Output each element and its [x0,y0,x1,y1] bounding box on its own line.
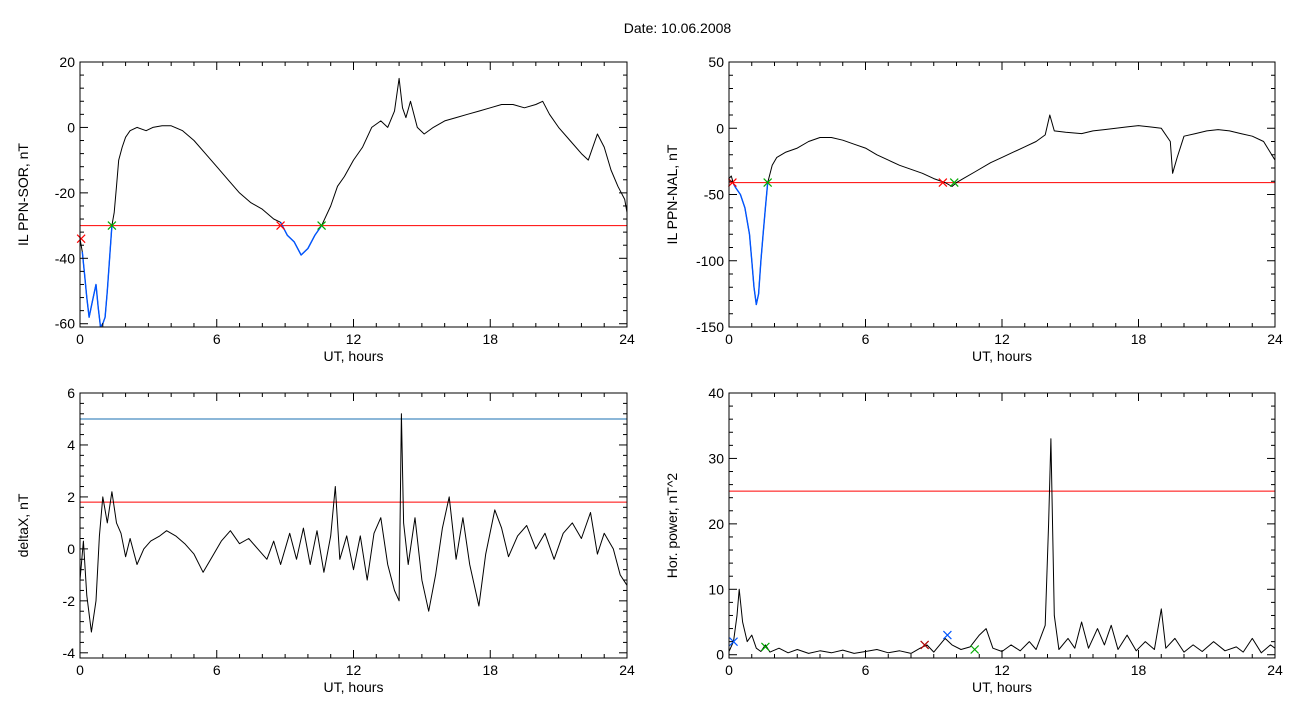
y-tick-label: 30 [708,450,724,466]
cross-marker [763,178,773,187]
x-tick-label: 0 [725,662,733,678]
y-tick-label: 0 [67,541,75,557]
cross-marker-stroke [970,645,980,654]
cross-marker [727,178,737,187]
cross-marker [107,221,117,231]
plot-frame [728,392,1276,659]
cross-marker [276,221,285,231]
cross-marker-stroke [942,630,952,640]
x-axis-label: UT, hours [972,679,1032,695]
x-tick-label: 6 [862,331,870,347]
y-tick-label: -50 [704,187,724,203]
x-tick-label: 0 [76,662,84,678]
x-tick-label: 24 [619,662,635,678]
cross-marker-stroke [729,637,738,647]
x-axis-label: UT, hours [324,348,384,364]
x-axis-label: UT, hours [972,348,1032,364]
chart-panel-bottom-right: 0 6 12 18 24 0 10 20 30 40 UT, hours Hor. power, nT… [664,385,1283,695]
y-tick-label: 2 [67,489,75,505]
y-tick-label: -2 [63,593,76,609]
x-tick-label: 24 [619,331,635,347]
x-tick-label: 24 [1267,331,1283,347]
y-tick-label: 0 [67,119,75,135]
y-tick-label: -60 [55,316,75,332]
y-tick-label: 0 [716,120,724,136]
x-tick-label: 6 [213,331,221,347]
plot-frame [79,392,628,659]
y-tick-label: 40 [708,385,724,401]
y-axis-label: IL PPN-SOR, nT [15,143,31,246]
cross-marker [317,221,327,231]
x-tick-label: 6 [213,662,221,678]
x-tick-label: 24 [1267,662,1283,678]
y-tick-label: 20 [708,516,724,532]
x-tick-label: 0 [76,331,84,347]
x-tick-label: 12 [346,662,362,678]
y-tick-label: -40 [55,250,75,266]
y-tick-label: 4 [67,437,75,453]
x-tick-label: 18 [482,331,498,347]
data-series-line [80,413,627,633]
y-axis-label: Hor. power, nT^2 [664,473,680,579]
cross-marker-stroke [760,642,770,652]
cross-marker-stroke [107,221,117,231]
x-axis-label: UT, hours [324,679,384,695]
x-tick-label: 0 [725,331,733,347]
y-tick-label: -4 [63,645,76,661]
y-tick-label: -20 [55,185,75,201]
y-tick-label: -100 [696,253,724,269]
y-axis-label: IL PPN-NAL, nT [664,144,680,244]
plot-frame [728,61,1276,328]
highlight-series-line [732,182,769,306]
cross-marker-stroke [76,234,86,244]
y-tick-label: 0 [716,647,724,663]
x-tick-label: 12 [346,331,362,347]
data-series-line [729,114,1275,305]
cross-marker-stroke [317,221,327,231]
cross-marker [760,642,770,652]
data-series-line [80,77,627,327]
chart-panel-top-left: 0 6 12 18 24 -60 -40 -20 0 20 UT, hours IL PPN-SOR,… [15,54,635,364]
cross-marker [729,637,738,647]
cross-marker-stroke [727,178,737,187]
cross-marker-stroke [276,221,285,231]
highlight-series-line [81,225,113,327]
x-tick-label: 18 [482,662,498,678]
cross-marker-stroke [763,178,773,187]
data-series-line [729,438,1275,654]
y-tick-label: 50 [708,54,724,70]
cross-marker [970,645,980,654]
y-tick-label: 20 [59,54,75,70]
cross-marker [76,234,86,244]
y-tick-label: 6 [67,385,75,401]
cross-marker-stroke [949,178,959,187]
cross-marker-stroke [938,178,948,187]
chart-panel-top-right: 0 6 12 18 24 -150 -100 -50 0 50 UT, hours IL PPN-NA… [664,54,1283,364]
cross-marker [949,178,959,187]
cross-marker-stroke [920,640,930,650]
y-tick-label: 10 [708,581,724,597]
y-tick-label: -150 [696,319,724,335]
plot-frame [79,61,628,328]
cross-marker [938,178,948,187]
x-tick-label: 18 [1131,662,1147,678]
x-tick-label: 18 [1131,331,1147,347]
cross-marker [920,640,930,650]
x-tick-label: 12 [994,331,1010,347]
highlight-series-line [279,221,323,256]
x-tick-label: 6 [862,662,870,678]
x-tick-label: 12 [994,662,1010,678]
cross-marker [942,630,952,640]
y-axis-label: deltaX, nT [15,493,31,557]
figure-title: Date: 10.06.2008 [623,20,732,36]
